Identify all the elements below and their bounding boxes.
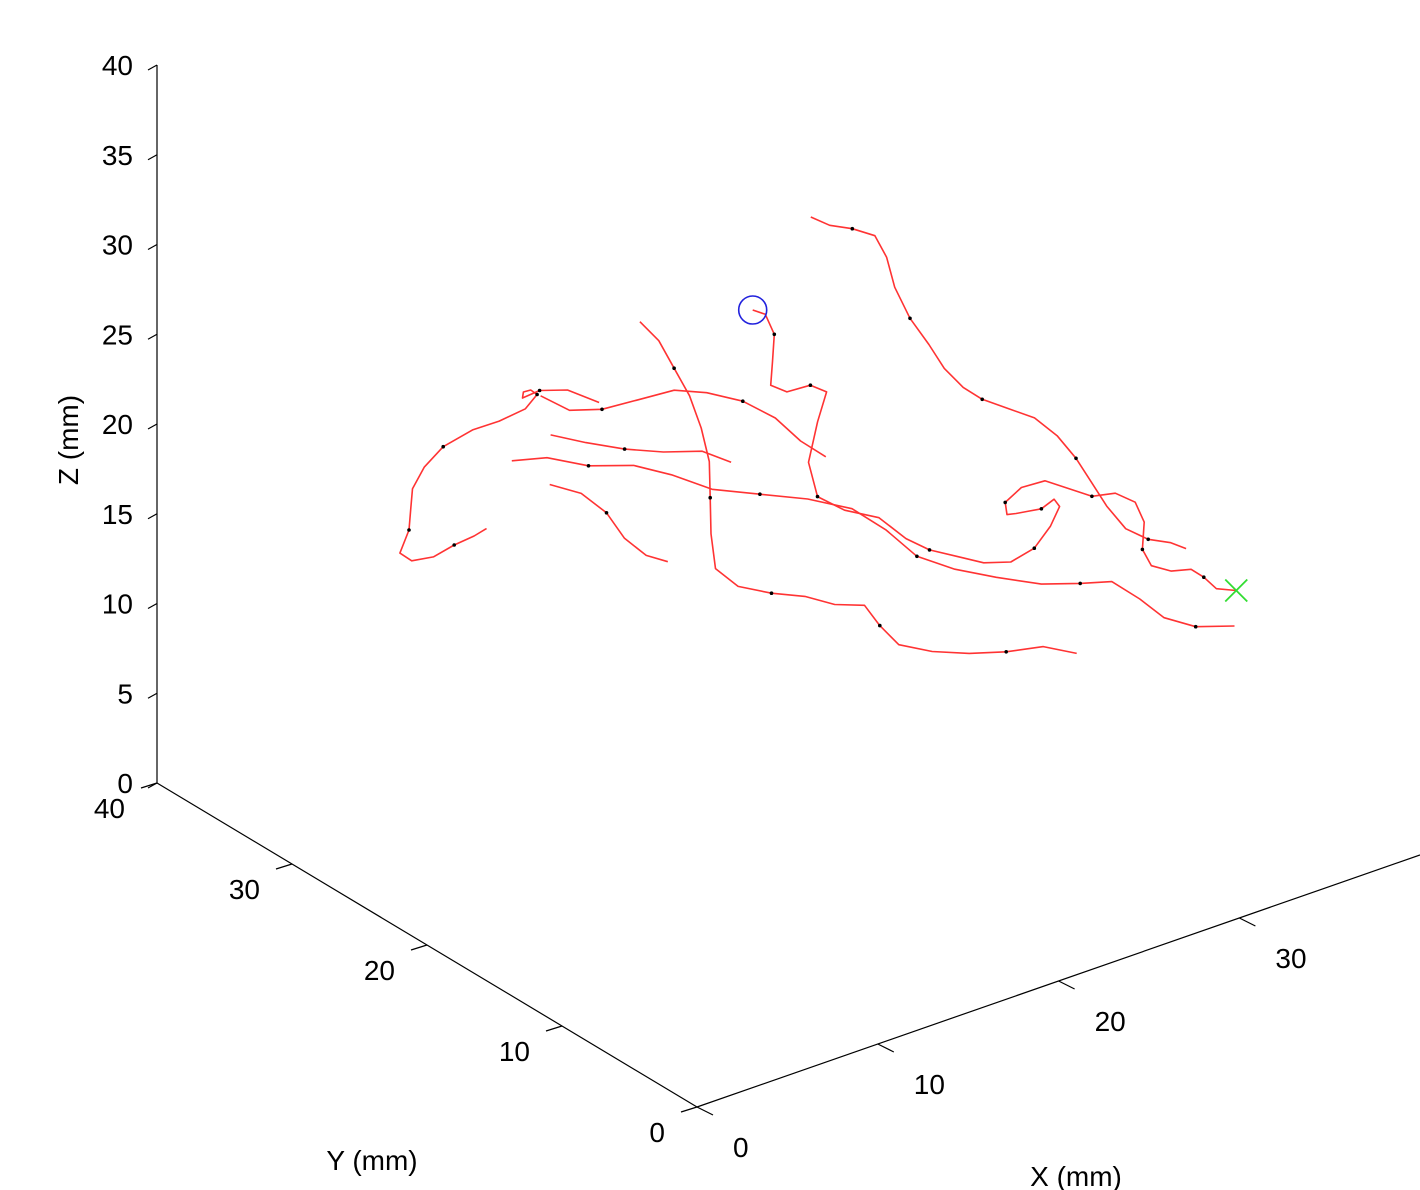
z-tick-mark bbox=[147, 423, 158, 430]
y-tick-label-mark bbox=[275, 863, 293, 870]
sample-point bbox=[407, 528, 411, 532]
z-tick-label: 20 bbox=[102, 409, 133, 440]
trajectory-line bbox=[540, 389, 827, 458]
trajectory-line bbox=[511, 456, 1235, 628]
x-tick-mark bbox=[696, 1106, 714, 1116]
sample-point bbox=[441, 444, 446, 449]
z-tick-label: 30 bbox=[102, 230, 133, 261]
trajectory-line bbox=[399, 389, 600, 562]
sample-point bbox=[808, 383, 813, 388]
sample-point bbox=[1003, 500, 1007, 505]
x-axis-title: X (mm) bbox=[1030, 1161, 1122, 1190]
sample-point bbox=[1074, 456, 1078, 461]
sample-point bbox=[604, 511, 609, 515]
sample-point bbox=[600, 407, 604, 412]
x-tick-mark bbox=[877, 1043, 895, 1053]
z-tick-mark bbox=[147, 692, 158, 699]
sample-point bbox=[772, 332, 777, 337]
sample-point bbox=[1078, 581, 1082, 586]
sample-point bbox=[908, 316, 912, 321]
trajectory-markers bbox=[737, 295, 1248, 603]
z-tick-label: 25 bbox=[102, 319, 133, 350]
trajectory-line bbox=[752, 309, 1237, 592]
trajectory-line bbox=[550, 434, 732, 463]
sample-point bbox=[672, 366, 676, 371]
y-tick-label-mark bbox=[545, 1025, 563, 1032]
sample-point bbox=[769, 591, 774, 595]
x-tick-label: 10 bbox=[914, 1069, 945, 1100]
sample-point bbox=[915, 554, 919, 559]
sample-point bbox=[1193, 624, 1198, 629]
sample-point bbox=[1032, 546, 1037, 550]
start-marker-circle bbox=[737, 295, 768, 325]
z-tick-label: 0 bbox=[117, 768, 133, 799]
y-tick-label-mark bbox=[140, 782, 158, 789]
y-tick-label: 10 bbox=[499, 1036, 530, 1067]
sample-point bbox=[927, 548, 932, 552]
y-axis-title: Y (mm) bbox=[326, 1145, 417, 1176]
sample-point bbox=[1146, 537, 1150, 542]
sample-point bbox=[708, 495, 712, 500]
sample-point bbox=[815, 494, 820, 499]
z-tick-mark bbox=[147, 602, 158, 610]
trajectory-line bbox=[810, 216, 1187, 550]
sample-point bbox=[1039, 507, 1044, 511]
sample-point bbox=[741, 399, 745, 404]
sample-point bbox=[1140, 547, 1145, 552]
x-tick-label: 30 bbox=[1275, 943, 1306, 974]
sample-point bbox=[622, 447, 627, 451]
sample-point bbox=[1090, 494, 1094, 499]
z-tick-mark bbox=[147, 154, 158, 161]
x-tick-mark bbox=[1058, 980, 1075, 990]
sample-point bbox=[586, 464, 591, 468]
x-tick-mark bbox=[1239, 917, 1256, 927]
y-tick-label: 20 bbox=[364, 955, 395, 986]
sample-point bbox=[850, 226, 855, 231]
x-axis-line bbox=[696, 854, 1420, 1108]
sample-point bbox=[980, 397, 984, 402]
z-tick-label: 40 bbox=[102, 50, 133, 81]
sample-point bbox=[1202, 575, 1206, 579]
sample-point bbox=[452, 543, 457, 547]
sample-point bbox=[535, 392, 539, 397]
sample-point bbox=[1004, 650, 1008, 654]
sample-point bbox=[758, 492, 762, 497]
end-marker-x bbox=[1224, 578, 1248, 603]
x-tick-label: 0 bbox=[733, 1132, 749, 1163]
z-tick-mark bbox=[147, 513, 158, 520]
y-tick-label: 40 bbox=[94, 793, 125, 824]
sample-point bbox=[878, 623, 882, 628]
y-tick-label-mark bbox=[680, 1106, 698, 1113]
z-tick-mark bbox=[147, 64, 158, 71]
x-tick-label: 20 bbox=[1095, 1006, 1126, 1037]
z-tick-label: 35 bbox=[102, 140, 133, 171]
trajectory-traces bbox=[399, 216, 1237, 655]
y-tick-label: 30 bbox=[229, 874, 260, 905]
y-tick-label-mark bbox=[410, 944, 428, 951]
trajectory-line bbox=[549, 483, 669, 563]
z-tick-mark bbox=[147, 333, 158, 340]
z-tick-label: 5 bbox=[117, 678, 133, 709]
z-tick-label: 10 bbox=[102, 589, 133, 620]
sample-point bbox=[537, 388, 542, 393]
z-axis-title: Z (mm) bbox=[53, 395, 84, 485]
y-tick-label: 0 bbox=[649, 1117, 665, 1148]
z-tick-label: 15 bbox=[102, 499, 133, 530]
z-tick-mark bbox=[147, 243, 158, 251]
